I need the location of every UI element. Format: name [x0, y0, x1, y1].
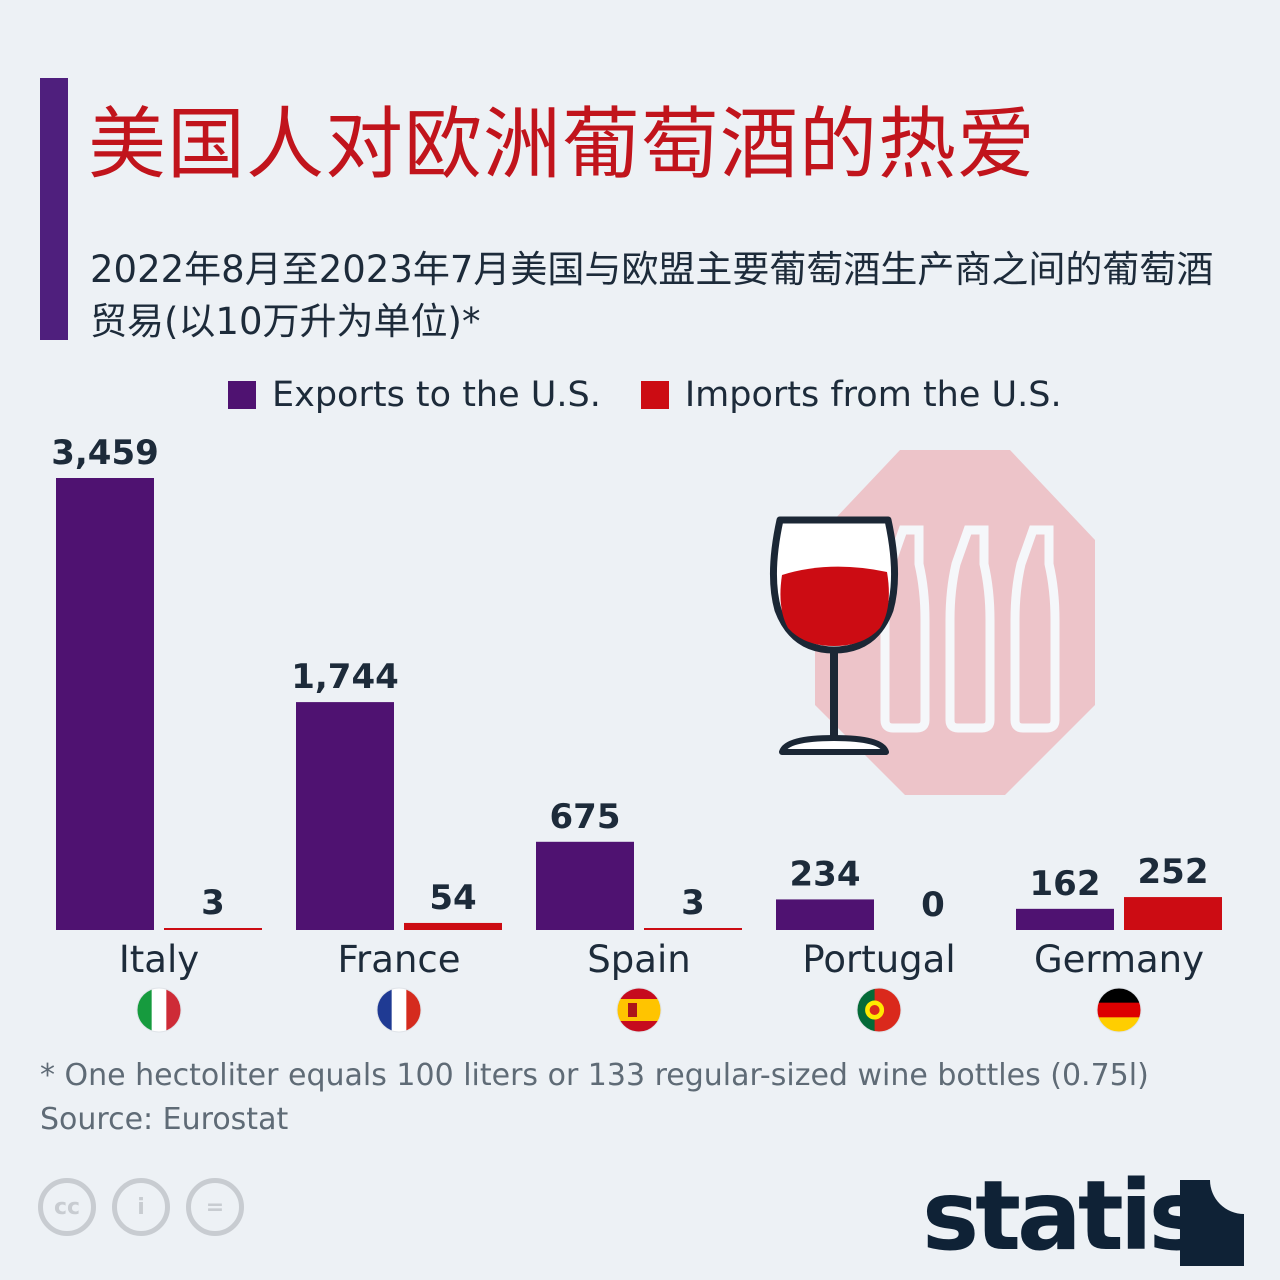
wine-bottle-icon: [945, 525, 995, 733]
portugal-flag-icon: [856, 987, 902, 1033]
export-value-label-france: 1,744: [291, 657, 399, 697]
bar-chart: 3,4593Italy1,74454France6753Spain2340Por…: [51, 433, 1222, 1033]
import-bar-germany: [1124, 897, 1222, 930]
legend-swatch-exports: [228, 381, 256, 409]
accent-bar: [40, 78, 68, 340]
wine-glass-base: [779, 735, 889, 755]
legend-item-imports: Imports from the U.S.: [640, 375, 1062, 415]
import-value-label-spain: 3: [681, 883, 705, 923]
export-bar-spain: [536, 841, 634, 930]
statista-logo-mark: [1180, 1180, 1244, 1266]
france-flag-icon: [376, 987, 422, 1033]
bar-group-germany: 162 252 Germany: [1016, 852, 1222, 1033]
import-bar-france: [404, 922, 502, 930]
import-value-label-portugal: 0: [921, 885, 945, 925]
export-bar-italy: [56, 478, 154, 930]
import-value-label-germany: 252: [1138, 852, 1209, 892]
bar-group-spain: 675 3 Spain: [536, 797, 742, 1033]
export-bar-portugal: [776, 899, 874, 930]
no-derivatives-icon[interactable]: =: [186, 1178, 244, 1236]
page-title: 美国人对欧洲葡萄酒的热爱: [88, 100, 1037, 190]
category-label-france: France: [337, 938, 460, 981]
export-value-label-germany: 162: [1030, 864, 1101, 904]
spain-flag-icon: [616, 987, 662, 1033]
italy-flag-icon: [136, 987, 182, 1033]
import-value-label-italy: 3: [201, 883, 225, 923]
wine-illustration: [770, 450, 1095, 795]
attribution-icon[interactable]: i: [112, 1178, 170, 1236]
bar-group-france: 1,744 54 France: [291, 657, 502, 1033]
import-bar-italy: [164, 928, 262, 930]
category-label-portugal: Portugal: [802, 938, 955, 981]
export-bar-france: [296, 702, 394, 930]
source: Source: Eurostat: [40, 1102, 289, 1137]
legend-swatch-imports: [640, 381, 669, 409]
legend-label-exports: Exports to the U.S.: [272, 375, 601, 415]
wine-glass-stem: [830, 650, 838, 744]
category-label-italy: Italy: [119, 938, 199, 981]
creative-commons-icon[interactable]: cc: [38, 1178, 96, 1236]
export-value-label-portugal: 234: [790, 854, 861, 894]
category-label-spain: Spain: [587, 938, 690, 981]
bars: 3,4593Italy1,74454France6753Spain2340Por…: [51, 433, 1222, 1033]
category-label-germany: Germany: [1034, 938, 1204, 981]
wine-bottle-icon: [1010, 525, 1060, 733]
bar-group-portugal: 234 0 Portugal: [776, 854, 956, 1033]
import-bar-spain: [644, 928, 742, 930]
license-icons: cc i =: [38, 1178, 244, 1236]
legend: Exports to the U.S. Imports from the U.S…: [228, 372, 1062, 418]
statista-logo[interactable]: statista: [922, 1166, 1244, 1266]
wine-liquid: [780, 566, 889, 646]
germany-flag-icon: [1096, 987, 1142, 1033]
page-subtitle: 2022年8月至2023年7月美国与欧盟主要葡萄酒生产商之间的葡萄酒贸易(以10…: [90, 248, 1214, 343]
footnote: * One hectoliter equals 100 liters or 13…: [40, 1058, 1149, 1093]
legend-label-imports: Imports from the U.S.: [684, 375, 1062, 415]
export-value-label-italy: 3,459: [51, 433, 159, 473]
export-bar-germany: [1016, 908, 1114, 930]
legend-item-exports: Exports to the U.S.: [228, 375, 601, 415]
export-value-label-spain: 675: [550, 797, 621, 837]
import-value-label-france: 54: [429, 878, 476, 918]
